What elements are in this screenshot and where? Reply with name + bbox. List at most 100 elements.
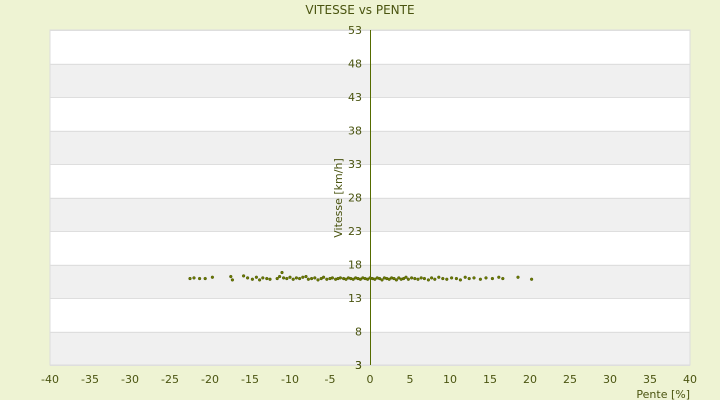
data-point (285, 276, 289, 281)
data-point (254, 275, 258, 279)
data-point (380, 278, 384, 282)
data-point (344, 277, 348, 281)
data-point (484, 276, 488, 280)
data-point (406, 277, 410, 281)
data-point (358, 277, 362, 281)
x-tick-label: -40 (41, 373, 59, 386)
data-point (419, 276, 423, 280)
y-tick-label: 13 (348, 292, 362, 305)
x-tick-label: -25 (161, 373, 179, 386)
y-tick-label: 48 (348, 58, 362, 71)
data-point (291, 277, 295, 281)
x-tick-label: -15 (241, 373, 259, 386)
data-point (306, 277, 310, 281)
data-point (516, 275, 520, 279)
data-point (316, 278, 320, 282)
x-tick-label: 40 (683, 373, 697, 386)
data-point (472, 276, 476, 280)
data-point (426, 278, 430, 282)
data-point (490, 276, 494, 281)
data-point (275, 276, 279, 281)
data-point (288, 275, 292, 279)
x-tick-label: 30 (603, 373, 617, 386)
y-tick-label: 28 (348, 192, 362, 205)
data-point (265, 276, 269, 281)
data-point (250, 277, 254, 281)
data-point (454, 276, 458, 281)
y-tick-label: 8 (355, 326, 362, 339)
data-point (430, 276, 434, 280)
x-axis-ticks: -40 -35 -30 -25 -20 -15 -10 -5 0 5 10 15 20 25 30 35 40 (41, 373, 697, 386)
data-point (458, 278, 462, 282)
data-point (242, 274, 246, 278)
data-point (261, 276, 265, 280)
data-point (373, 277, 377, 281)
data-point (210, 275, 214, 279)
data-point (463, 275, 467, 279)
data-point (301, 275, 305, 279)
data-point (268, 277, 272, 281)
x-tick-label: 5 (407, 373, 414, 386)
y-tick-label: 53 (348, 24, 362, 37)
y-tick-label: 3 (355, 359, 362, 372)
data-point (410, 276, 414, 280)
y-tick-label: 33 (348, 158, 362, 171)
data-point (467, 276, 471, 281)
data-point (282, 276, 286, 280)
data-point (294, 276, 298, 280)
x-tick-label: -35 (81, 373, 99, 386)
y-tick-label: 3 (355, 359, 362, 372)
x-tick-label: 15 (483, 373, 497, 386)
y-axis-label: Vitesse [km/h] (332, 158, 345, 238)
data-point (230, 278, 234, 282)
data-point (229, 274, 233, 279)
data-point (325, 277, 329, 281)
data-point (319, 276, 323, 281)
y-tick-label: 23 (348, 225, 362, 238)
data-point (445, 277, 449, 281)
data-point (416, 277, 420, 281)
chart-title: VITESSE vs PENTE (305, 3, 414, 17)
data-point (258, 278, 262, 282)
data-point (422, 276, 426, 281)
data-point (198, 276, 202, 281)
data-point (478, 277, 482, 281)
x-tick-label: 20 (523, 373, 537, 386)
data-point (304, 274, 308, 279)
data-point (330, 276, 334, 280)
x-tick-label: 0 (367, 373, 374, 386)
data-point (351, 277, 355, 281)
data-points (188, 270, 534, 282)
data-point (441, 276, 445, 281)
data-point (529, 277, 534, 281)
x-tick-label: 25 (563, 373, 577, 386)
data-point (402, 276, 406, 281)
data-point (501, 276, 505, 281)
data-point (450, 276, 454, 280)
y-tick-label: 38 (348, 125, 362, 138)
data-point (192, 276, 196, 280)
x-axis-label: Pente [%] (636, 388, 690, 400)
x-tick-label: 10 (443, 373, 457, 386)
data-point (322, 275, 326, 279)
data-point (497, 275, 501, 279)
data-point (437, 275, 441, 279)
data-point (298, 276, 302, 281)
data-point (310, 276, 314, 281)
y-tick-label: 18 (348, 259, 362, 272)
data-point (280, 270, 284, 275)
data-point (392, 276, 396, 281)
data-point (188, 276, 192, 281)
x-tick-label: -5 (325, 373, 336, 386)
data-point (366, 277, 370, 281)
data-point (387, 277, 391, 281)
data-point (394, 278, 398, 282)
data-point (404, 275, 408, 279)
data-point (433, 277, 437, 281)
data-point (338, 276, 342, 280)
y-tick-label: 43 (348, 91, 362, 104)
data-point (278, 274, 282, 279)
x-tick-label: -30 (121, 373, 139, 386)
data-point (246, 276, 250, 280)
